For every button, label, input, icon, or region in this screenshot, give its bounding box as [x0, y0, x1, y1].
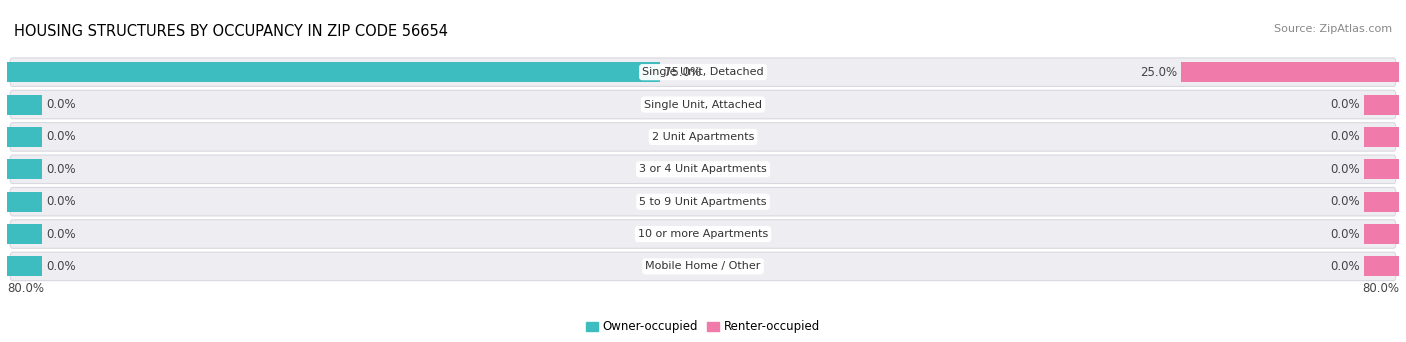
- Bar: [1364, 127, 1399, 147]
- Bar: [7, 192, 42, 212]
- Text: 0.0%: 0.0%: [1330, 227, 1360, 240]
- Bar: [7, 224, 42, 244]
- FancyBboxPatch shape: [10, 123, 1396, 151]
- Text: 5 to 9 Unit Apartments: 5 to 9 Unit Apartments: [640, 197, 766, 207]
- Bar: [1364, 224, 1399, 244]
- Bar: [1181, 62, 1399, 82]
- Text: 2 Unit Apartments: 2 Unit Apartments: [652, 132, 754, 142]
- Legend: Owner-occupied, Renter-occupied: Owner-occupied, Renter-occupied: [581, 316, 825, 338]
- Text: 0.0%: 0.0%: [46, 130, 76, 143]
- Text: Mobile Home / Other: Mobile Home / Other: [645, 261, 761, 272]
- Text: 0.0%: 0.0%: [46, 98, 76, 111]
- Text: 75.0%: 75.0%: [664, 66, 702, 79]
- FancyBboxPatch shape: [10, 252, 1396, 281]
- Text: 0.0%: 0.0%: [46, 260, 76, 273]
- Text: 0.0%: 0.0%: [1330, 195, 1360, 208]
- FancyBboxPatch shape: [10, 187, 1396, 216]
- Bar: [7, 127, 42, 147]
- Text: 0.0%: 0.0%: [1330, 130, 1360, 143]
- FancyBboxPatch shape: [10, 90, 1396, 119]
- FancyBboxPatch shape: [10, 220, 1396, 248]
- Bar: [1364, 256, 1399, 276]
- Bar: [7, 94, 42, 115]
- Text: 0.0%: 0.0%: [1330, 260, 1360, 273]
- Text: 10 or more Apartments: 10 or more Apartments: [638, 229, 768, 239]
- Text: Source: ZipAtlas.com: Source: ZipAtlas.com: [1274, 24, 1392, 34]
- Text: 0.0%: 0.0%: [46, 163, 76, 176]
- Text: 0.0%: 0.0%: [46, 195, 76, 208]
- Text: 3 or 4 Unit Apartments: 3 or 4 Unit Apartments: [640, 164, 766, 174]
- Text: 80.0%: 80.0%: [1362, 281, 1399, 294]
- Bar: [7, 159, 42, 179]
- Text: 0.0%: 0.0%: [1330, 98, 1360, 111]
- Bar: [1364, 159, 1399, 179]
- Text: Single Unit, Detached: Single Unit, Detached: [643, 67, 763, 77]
- FancyBboxPatch shape: [10, 155, 1396, 184]
- Bar: [1364, 94, 1399, 115]
- Text: Single Unit, Attached: Single Unit, Attached: [644, 100, 762, 109]
- Text: 0.0%: 0.0%: [46, 227, 76, 240]
- Bar: [7, 62, 659, 82]
- Bar: [7, 256, 42, 276]
- Text: 80.0%: 80.0%: [7, 281, 44, 294]
- Bar: [1364, 192, 1399, 212]
- Text: 0.0%: 0.0%: [1330, 163, 1360, 176]
- Text: 25.0%: 25.0%: [1140, 66, 1177, 79]
- FancyBboxPatch shape: [10, 58, 1396, 87]
- Text: HOUSING STRUCTURES BY OCCUPANCY IN ZIP CODE 56654: HOUSING STRUCTURES BY OCCUPANCY IN ZIP C…: [14, 24, 449, 39]
